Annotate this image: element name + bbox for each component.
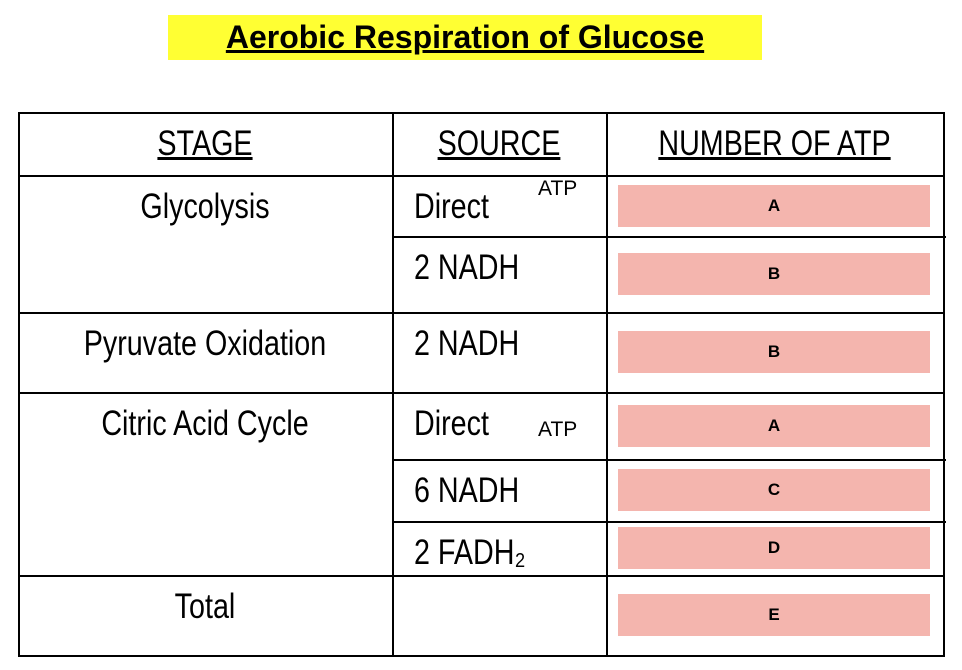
table-border bbox=[18, 655, 945, 657]
column-header: SOURCE bbox=[437, 124, 561, 163]
title: Aerobic Respiration of Glucose bbox=[168, 15, 762, 60]
stage-label: Total bbox=[174, 587, 236, 626]
stage-label: Citric Acid Cycle bbox=[101, 404, 309, 443]
row-line bbox=[18, 175, 945, 177]
table-border bbox=[18, 112, 945, 114]
table-border bbox=[18, 112, 20, 655]
source-label: Direct bbox=[414, 187, 489, 226]
column-header: STAGE bbox=[157, 124, 253, 163]
answer-box: B bbox=[618, 331, 930, 373]
answer-box: A bbox=[618, 404, 930, 447]
answer-box: A bbox=[618, 184, 930, 227]
table-border bbox=[943, 112, 945, 655]
source-label: Direct bbox=[414, 404, 489, 443]
table-border bbox=[392, 112, 394, 655]
answer-box: D bbox=[618, 527, 930, 569]
row-line bbox=[18, 575, 945, 577]
source-label: 6 NADH bbox=[414, 471, 520, 510]
stage-label: Glycolysis bbox=[140, 187, 270, 226]
source-label: 2 NADH bbox=[414, 248, 520, 287]
row-line bbox=[18, 392, 945, 394]
row-line bbox=[18, 312, 945, 314]
answer-box: B bbox=[618, 253, 930, 295]
source-note: ATP bbox=[538, 418, 578, 441]
table-border bbox=[606, 112, 608, 655]
answer-box: E bbox=[618, 594, 930, 636]
source-note: ATP bbox=[538, 177, 578, 200]
source-label: 2 NADH bbox=[414, 324, 520, 363]
sub-row-line bbox=[392, 236, 946, 238]
answer-box: C bbox=[618, 469, 930, 511]
source-label: 2 FADH₂ bbox=[414, 533, 526, 572]
sub-row-line bbox=[392, 521, 946, 523]
sub-row-line bbox=[392, 459, 946, 461]
column-header: NUMBER OF ATP bbox=[658, 124, 891, 163]
stage-label: Pyruvate Oxidation bbox=[83, 324, 327, 363]
